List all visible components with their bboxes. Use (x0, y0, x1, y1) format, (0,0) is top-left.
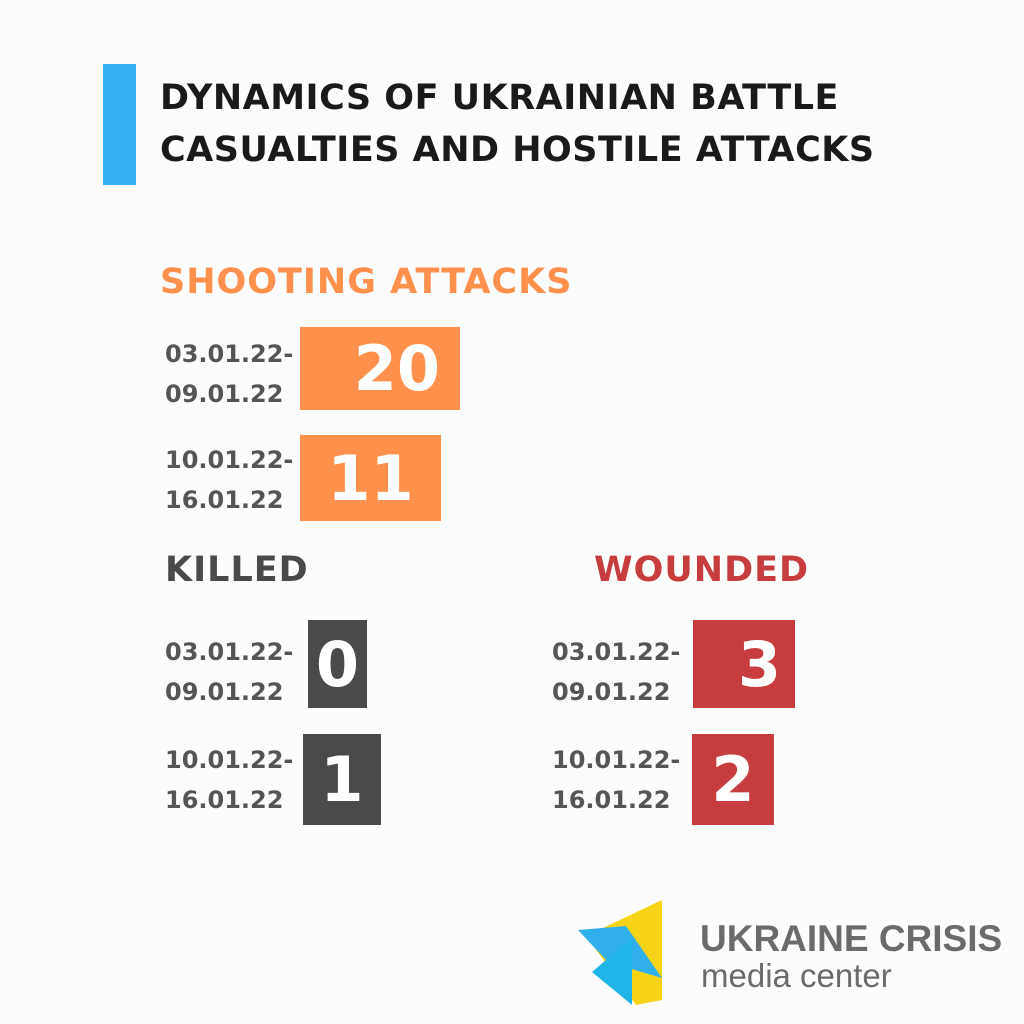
date-start: 10.01.22- (552, 746, 681, 774)
title-accent-bar (103, 64, 136, 185)
logo-text-media-center: media center (701, 957, 892, 994)
wounded-row-1-date: 03.01.22- 09.01.22 (552, 632, 680, 712)
logo-text-ukraine-crisis: UKRAINE CRISIS (700, 918, 1003, 959)
shooting-row-2-value: 11 (300, 435, 441, 521)
shooting-row-1-value: 20 (300, 327, 460, 410)
date-start: 03.01.22- (552, 638, 681, 666)
killed-row-1-date: 03.01.22- 09.01.22 (165, 632, 293, 712)
date-end: 09.01.22 (552, 678, 671, 706)
wounded-row-2-value: 2 (692, 734, 774, 825)
wounded-heading: WOUNDED (594, 550, 810, 590)
logo-lower-blue-triangle (592, 938, 632, 1005)
killed-row-2-value: 1 (303, 734, 381, 825)
wounded-row-1-value: 3 (693, 620, 795, 708)
shooting-row-2-date: 10.01.22- 16.01.22 (165, 440, 293, 520)
date-start: 10.01.22- (165, 746, 294, 774)
shooting-row-1-date: 03.01.22- 09.01.22 (165, 334, 293, 414)
date-end: 16.01.22 (165, 786, 284, 814)
killed-row-1-value: 0 (308, 620, 367, 708)
date-start: 03.01.22- (165, 340, 294, 368)
date-end: 09.01.22 (165, 380, 284, 408)
shooting-attacks-heading: SHOOTING ATTACKS (160, 262, 573, 302)
wounded-row-2-date: 10.01.22- 16.01.22 (552, 740, 680, 820)
date-end: 09.01.22 (165, 678, 284, 706)
ukraine-crisis-logo-icon (578, 900, 662, 1005)
date-end: 16.01.22 (165, 486, 284, 514)
date-start: 03.01.22- (165, 638, 294, 666)
page-title: DYNAMICS OF UKRAINIAN BATTLE CASUALTIES … (160, 78, 875, 170)
killed-heading: KILLED (165, 550, 309, 590)
killed-row-2-date: 10.01.22- 16.01.22 (165, 740, 293, 820)
date-end: 16.01.22 (552, 786, 671, 814)
date-start: 10.01.22- (165, 446, 294, 474)
